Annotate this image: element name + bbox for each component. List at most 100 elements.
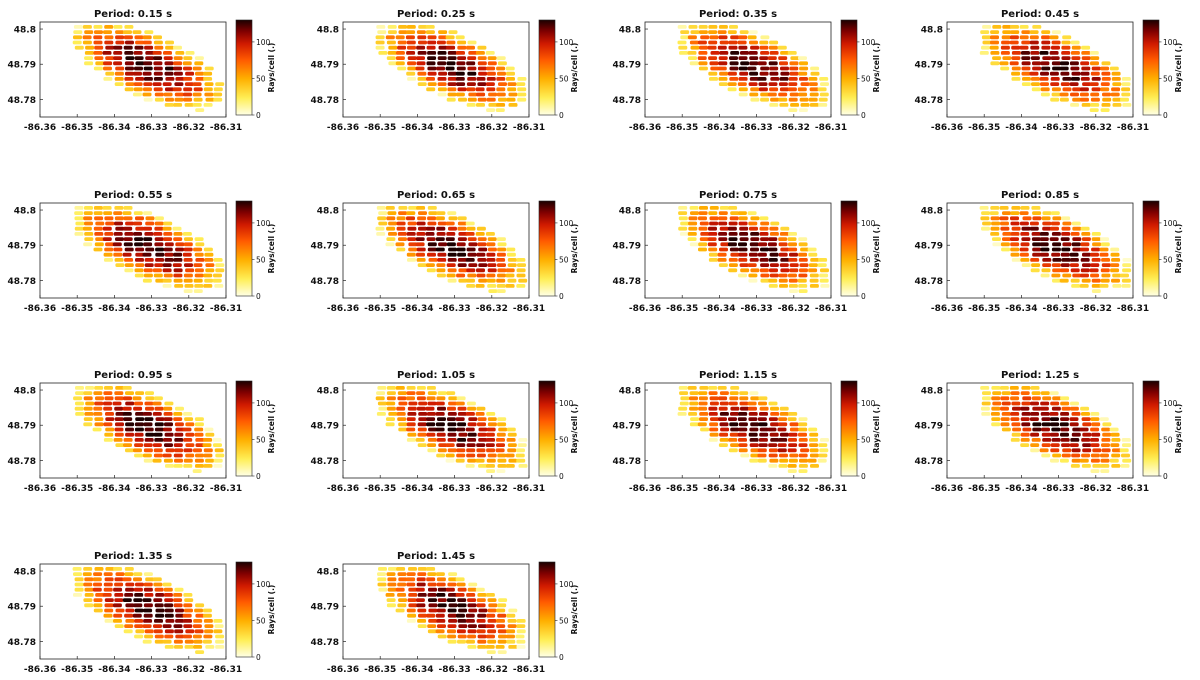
heat-cell (992, 237, 1001, 241)
heat-cell (497, 273, 506, 278)
heat-cell (788, 432, 798, 437)
heat-cell (95, 396, 104, 401)
heat-cell (447, 448, 457, 453)
heat-cell (447, 629, 456, 634)
heat-cell (192, 103, 202, 107)
x-tick-label: -86.34 (98, 484, 130, 494)
heat-cell (1021, 66, 1031, 71)
heat-cells (678, 206, 830, 293)
heat-cell (174, 432, 184, 437)
heat-cell (457, 237, 467, 241)
heat-cell (730, 427, 740, 432)
heat-cell (698, 401, 708, 406)
heat-cell (798, 453, 808, 458)
heat-cell (506, 252, 516, 257)
heat-cells (375, 386, 528, 473)
heat-cell (436, 432, 446, 437)
heat-cell (427, 71, 437, 76)
heat-cell (1069, 263, 1079, 267)
heat-cell (456, 61, 466, 66)
heat-cell (125, 66, 134, 71)
heat-cell (777, 443, 787, 447)
heat-cell (1081, 56, 1091, 60)
heat-cell (719, 412, 729, 416)
heat-cell (1060, 417, 1070, 421)
heat-cell (458, 232, 468, 236)
heat-cell (1090, 103, 1100, 107)
heat-cell (1001, 412, 1011, 416)
heat-cell (143, 608, 153, 613)
heat-cell (82, 40, 92, 45)
heat-cell (466, 61, 476, 66)
colorbar-tick-label: 50 (1163, 74, 1173, 83)
x-tick-label: -86.36 (327, 484, 359, 494)
heat-cell (1032, 406, 1042, 411)
heat-cell (1050, 226, 1059, 231)
heat-cell (153, 432, 163, 437)
heat-cell (416, 232, 426, 236)
panel-title: Period: 1.25 s (1001, 370, 1079, 381)
heat-cell (204, 258, 214, 262)
heat-cell (397, 45, 407, 50)
heat-cell (425, 263, 435, 267)
heat-cell (1102, 92, 1111, 97)
heat-cell (1021, 71, 1031, 76)
heat-cell (485, 232, 495, 236)
heat-cell (768, 61, 778, 66)
heat-cell (780, 51, 790, 55)
heat-cell (1079, 92, 1089, 97)
heat-cell (506, 438, 516, 442)
heat-cell (750, 237, 760, 241)
heat-cell (738, 87, 748, 92)
heat-cell (133, 598, 143, 602)
heat-cell (396, 567, 406, 571)
heat-cell (173, 598, 183, 602)
heat-cell (185, 432, 195, 437)
heat-cell (1032, 247, 1042, 252)
heat-cell (385, 593, 395, 597)
heat-cell (214, 448, 224, 453)
heat-cell (1091, 284, 1101, 288)
heat-cell (94, 30, 103, 34)
heat-cell (768, 45, 778, 50)
heat-cell (386, 386, 396, 390)
heat-cell (456, 66, 466, 71)
heat-cell (767, 242, 777, 247)
heat-cells (74, 206, 225, 293)
heat-cell (1112, 82, 1122, 86)
heat-cell (699, 417, 708, 421)
heat-cell (1109, 66, 1119, 71)
colorbar-label: Rays/cell (.) (1174, 43, 1183, 93)
heat-cell (145, 432, 155, 437)
heat-cell (1002, 25, 1012, 29)
heat-cell (739, 226, 749, 231)
heat-cell (84, 593, 94, 597)
heat-cell (83, 567, 93, 571)
heat-cell (1110, 247, 1120, 252)
heat-cell (1111, 453, 1121, 458)
heat-cell (810, 258, 820, 262)
heat-cell (475, 284, 485, 288)
heat-cell (468, 608, 478, 613)
heat-cell (1060, 61, 1069, 66)
heat-cell (105, 56, 115, 60)
heat-cell (1081, 237, 1091, 241)
colorbar (1142, 200, 1160, 297)
heat-cell (1010, 216, 1019, 221)
heat-cell (417, 51, 427, 55)
heat-cell (1061, 406, 1071, 411)
heat-cell (153, 273, 163, 278)
heat-cell (1021, 412, 1031, 416)
heat-cell (215, 268, 225, 273)
heat-cell (154, 438, 164, 442)
heat-cell (457, 619, 467, 623)
heat-cell (1051, 406, 1061, 411)
heat-cell (465, 619, 475, 623)
y-tick-label: 48.79 (915, 242, 943, 252)
y-tick-label: 48.79 (311, 603, 339, 613)
heat-cell (456, 247, 466, 252)
x-tick-label: -86.31 (210, 484, 242, 494)
heat-cell (788, 242, 797, 247)
heat-cell (779, 263, 789, 267)
heat-cell (738, 427, 748, 432)
